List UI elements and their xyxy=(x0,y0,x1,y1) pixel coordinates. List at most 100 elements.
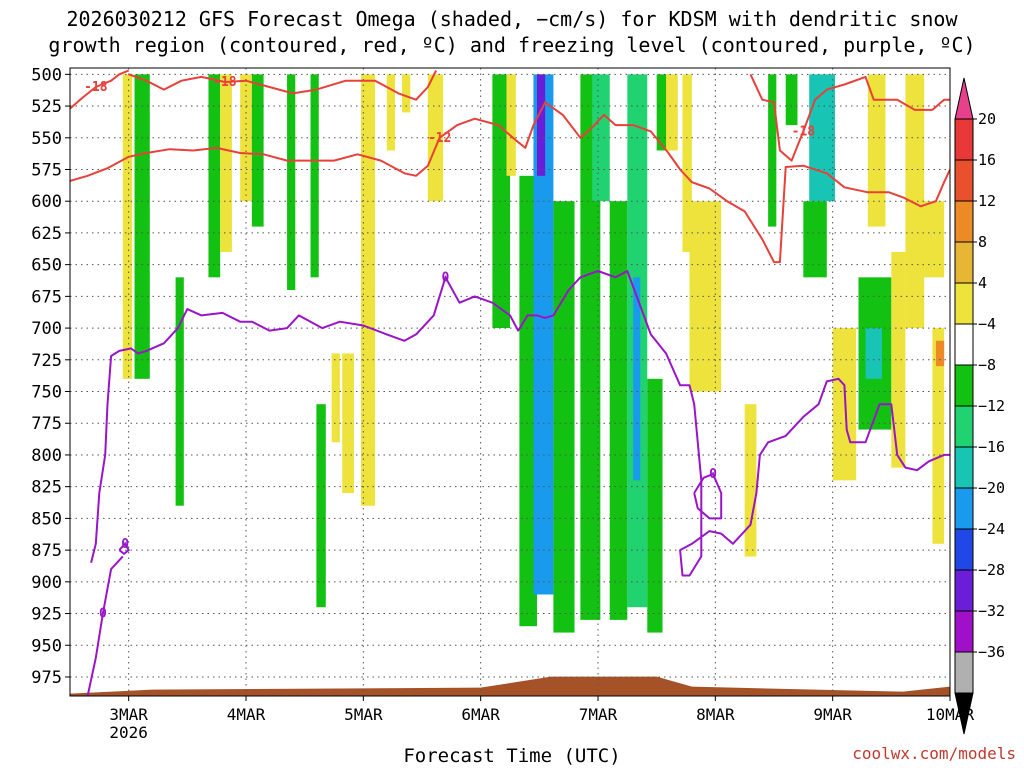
omega-band-45 xyxy=(935,340,945,367)
colorbar-label: 4 xyxy=(978,274,987,292)
dgz-contour-label: -18 xyxy=(213,75,237,90)
omega-band-30 xyxy=(682,74,692,252)
omega-band-33 xyxy=(768,74,777,227)
colorbar-label: 20 xyxy=(978,110,996,128)
colorbar-swatch xyxy=(954,446,974,489)
colorbar-label: 16 xyxy=(978,151,996,169)
omega-band-13 xyxy=(386,74,396,151)
contour-label-layer: -18 -18 -12 -18 0 0 0 0 xyxy=(84,75,815,622)
y-tick-label: 625 xyxy=(31,224,62,244)
freezing-contour-label: 0 xyxy=(709,467,717,482)
x-tick-label: 5MAR xyxy=(344,705,383,724)
omega-shading-layer xyxy=(122,74,945,633)
y-tick-label: 600 xyxy=(31,192,62,212)
y-tick-label: 550 xyxy=(31,129,62,149)
omega-band-9 xyxy=(316,404,326,608)
colorbar-arrow-top xyxy=(954,77,974,120)
y-tick-label: 750 xyxy=(31,383,62,403)
colorbar-swatch xyxy=(954,528,974,571)
chart-title: 2026030212 GFS Forecast Omega (shaded, −… xyxy=(0,6,1024,58)
y-tick-label: 875 xyxy=(31,541,62,561)
colorbar-swatch xyxy=(954,159,974,202)
freezing-contour-3 xyxy=(693,473,723,520)
x-tick-label: 7MAR xyxy=(579,705,618,724)
omega-band-44 xyxy=(932,328,945,544)
y-axis: 500 525 550 575 600 625 650 675 700 725 750 775 800 8… xyxy=(31,65,70,688)
y-tick-label: 900 xyxy=(31,573,62,593)
dgz-contour-1 xyxy=(128,70,437,101)
credit-link[interactable]: coolwx.com/models xyxy=(852,744,1016,763)
freezing-contour-label: 0 xyxy=(121,537,129,552)
omega-band-22 xyxy=(580,74,601,620)
freezing-contour-0 xyxy=(86,555,124,696)
omega-band-2 xyxy=(175,277,184,506)
y-tick-label: 975 xyxy=(31,668,62,688)
colorbar-swatch xyxy=(954,200,974,243)
colorbar-arrow-bottom xyxy=(954,692,974,735)
colorbar-label: −32 xyxy=(978,602,1005,620)
colorbar-swatch xyxy=(954,610,974,653)
omega-band-31 xyxy=(689,201,722,392)
y-tick-label: 850 xyxy=(31,509,62,529)
freezing-contour-label: 0 xyxy=(99,607,107,622)
plot-frame xyxy=(69,67,951,697)
omega-band-20 xyxy=(536,74,546,176)
omega-band-7 xyxy=(287,74,296,291)
omega-band-0 xyxy=(122,74,133,379)
colorbar-label: −20 xyxy=(978,479,1005,497)
colorbar-label: −24 xyxy=(978,520,1005,538)
colorbar-swatch xyxy=(954,118,974,161)
omega-band-23 xyxy=(592,74,610,202)
omega-band-11 xyxy=(342,353,354,494)
y-tick-label: 950 xyxy=(31,636,62,656)
dgz-contour-layer xyxy=(70,69,950,264)
freezing-contour-label: 0 xyxy=(442,270,450,285)
y-tick-label: 925 xyxy=(31,605,62,625)
y-tick-label: 700 xyxy=(31,319,62,339)
omega-band-12 xyxy=(360,74,376,506)
omega-band-8 xyxy=(310,74,319,278)
colorbar-swatch xyxy=(954,364,974,407)
colorbar: 20 16 12 8 4 −4 −8 −12 −16 −20 −24 −28 −32 −36 xyxy=(954,77,1005,735)
omega-band-41 xyxy=(891,251,906,468)
x-tick-label: 8MAR xyxy=(696,705,735,724)
y-tick-label: 525 xyxy=(31,97,62,117)
colorbar-label: −12 xyxy=(978,397,1005,415)
dgz-contour-label: -18 xyxy=(792,124,816,139)
omega-band-17 xyxy=(506,74,516,176)
x-tick-label: 9MAR xyxy=(813,705,852,724)
y-tick-label: 800 xyxy=(31,446,62,466)
y-tick-label: 575 xyxy=(31,160,62,180)
freezing-contour-1 xyxy=(90,270,950,577)
omega-band-42 xyxy=(905,74,925,329)
terrain-layer xyxy=(70,676,950,696)
y-tick-label: 675 xyxy=(31,287,62,307)
dgz-contour-2 xyxy=(70,101,950,264)
omega-band-10 xyxy=(331,353,340,443)
x-tick-label: 3MAR xyxy=(109,705,148,724)
y-tick-label: 650 xyxy=(31,256,62,276)
x-tick-label: 6MAR xyxy=(461,705,500,724)
dgz-contour-label: -12 xyxy=(428,131,451,146)
colorbar-label: −28 xyxy=(978,561,1005,579)
colorbar-label: −16 xyxy=(978,438,1005,456)
dgz-contour-label: -18 xyxy=(84,80,108,95)
colorbar-swatch xyxy=(954,323,974,366)
colorbar-label: 8 xyxy=(978,233,987,251)
omega-band-21 xyxy=(553,201,575,633)
omega-band-18 xyxy=(519,175,537,627)
colorbar-swatch xyxy=(954,282,974,325)
colorbar-label: −36 xyxy=(978,643,1005,661)
colorbar-label: −8 xyxy=(978,356,996,374)
y-tick-label: 825 xyxy=(31,478,62,498)
omega-band-27 xyxy=(647,378,663,633)
colorbar-swatch xyxy=(954,487,974,530)
omega-band-1 xyxy=(134,74,150,379)
freezing-contour-layer xyxy=(86,270,950,696)
dgz-contour-0 xyxy=(70,69,130,110)
omega-band-40 xyxy=(867,74,886,227)
omega-band-3 xyxy=(208,74,221,278)
x-tick-label: 4MAR xyxy=(227,705,266,724)
omega-band-19 xyxy=(533,74,554,595)
